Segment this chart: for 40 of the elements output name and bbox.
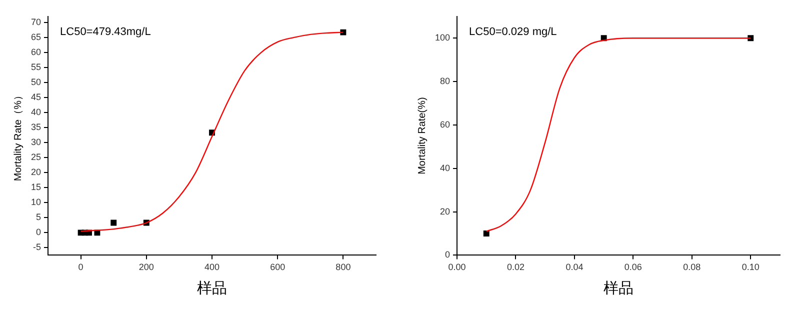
x-tick-label: 0.08 — [683, 262, 701, 272]
x-tick-label: 800 — [336, 262, 351, 272]
x-tick-label: 0.02 — [506, 262, 525, 272]
y-tick-label: 20 — [30, 167, 42, 178]
y-tick-label: 45 — [30, 92, 42, 102]
x-tick-label: 600 — [270, 262, 286, 272]
y-tick-label: 60 — [30, 46, 42, 57]
y-tick-label: 40 — [30, 107, 42, 118]
y-tick-label: 0 — [445, 250, 450, 260]
x-tick-label: 0.04 — [566, 262, 584, 272]
annotation: LC50=479.43mg/L — [60, 26, 151, 38]
y-axis-title: Mortality Rate（%） — [12, 90, 24, 182]
x-tick-label: 200 — [138, 262, 154, 272]
y-tick-label: -5 — [32, 242, 42, 252]
y-tick-label: 40 — [440, 162, 450, 173]
x-axis-title: 样品 — [604, 278, 634, 297]
y-tick-label: 60 — [440, 119, 450, 130]
point — [110, 220, 117, 226]
y-tick-label: 20 — [440, 206, 450, 216]
y-tick-label: 70 — [30, 16, 42, 27]
y-tick-label: 25 — [30, 152, 42, 162]
x-tick-label: 0.00 — [448, 262, 466, 272]
x-axis-title: 样品 — [197, 278, 228, 297]
y-tick-label: 35 — [30, 122, 42, 132]
y-tick-label: 55 — [30, 62, 42, 72]
x-tick-label: 0 — [78, 262, 84, 272]
y-axis-title: Mortality Rate(%) — [416, 97, 428, 174]
y-tick-label: 80 — [440, 76, 450, 86]
x-tick-label: 400 — [204, 262, 220, 272]
x-tick-label: 0.10 — [742, 262, 760, 272]
y-tick-label: 50 — [30, 76, 42, 87]
y-tick-label: 10 — [30, 197, 42, 208]
y-tick-label: 30 — [30, 137, 42, 148]
y-tick-label: 15 — [30, 182, 42, 192]
y-tick-label: 0 — [36, 227, 42, 238]
y-tick-label: 100 — [434, 32, 450, 43]
x-tick-label: 0.06 — [624, 262, 642, 272]
y-tick-label: 65 — [30, 32, 42, 42]
y-tick-label: 5 — [36, 212, 42, 222]
annotation: LC50=0.029 mg/L — [469, 26, 557, 38]
